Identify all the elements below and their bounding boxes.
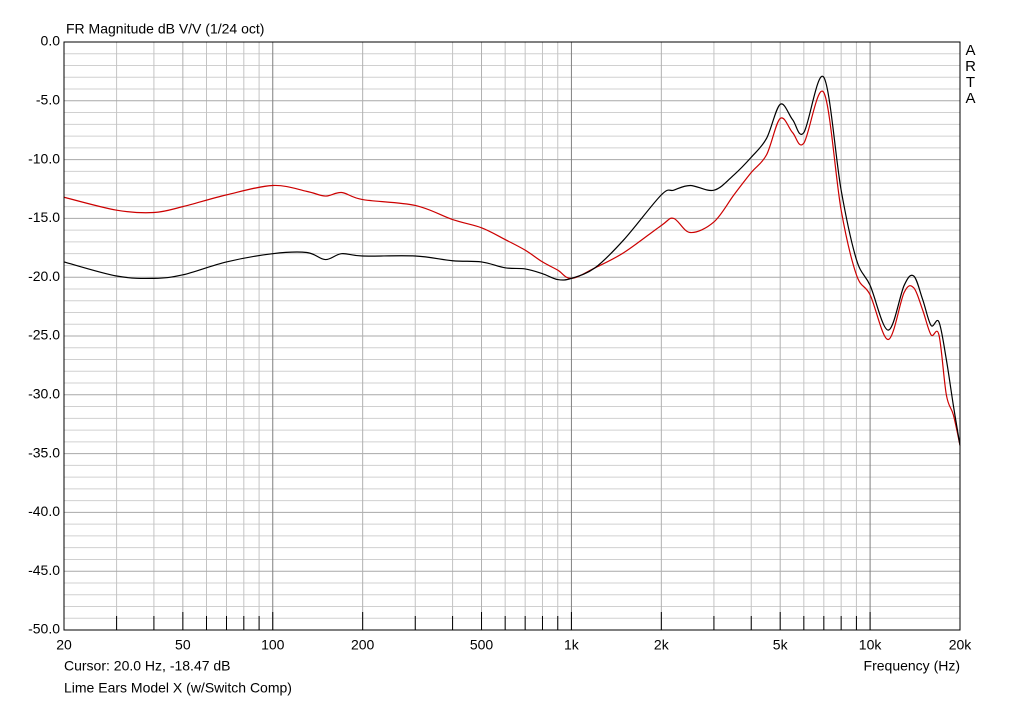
y-tick-label: -50.0 [28,621,60,637]
x-axis-label: Frequency (Hz) [864,658,960,674]
x-tick-label: 20k [949,637,973,653]
watermark: ARTA [962,42,979,106]
plot-frame [63,41,961,631]
fr-curve [63,90,961,446]
y-tick-label: -25.0 [28,327,60,343]
y-tick-label: 0.0 [41,33,61,49]
y-tick-label: -10.0 [28,150,60,166]
x-tick-label: 10k [859,637,883,653]
fr-curve [63,75,961,446]
y-tick-label: -40.0 [28,503,60,519]
caption: Lime Ears Model X (w/Switch Comp) [64,680,292,696]
y-tick-label: -15.0 [28,209,60,225]
x-tick-label: 5k [773,637,789,653]
x-tick-label: 500 [470,637,494,653]
cursor-readout: Cursor: 20.0 Hz, -18.47 dB [64,658,231,674]
x-tick-label: 100 [261,637,285,653]
y-tick-label: -30.0 [28,386,60,402]
y-tick-label: -45.0 [28,562,60,578]
x-tick-label: 2k [654,637,670,653]
chart-title: FR Magnitude dB V/V (1/24 oct) [66,21,264,37]
y-tick-label: -20.0 [28,268,60,284]
x-tick-label: 200 [351,637,375,653]
grid [63,41,961,631]
plot-lines [63,75,961,446]
x-tick-label: 20 [56,637,72,653]
x-tick-label: 50 [175,637,191,653]
y-tick-label: -35.0 [28,444,60,460]
y-tick-label: -5.0 [36,92,60,108]
x-tick-label: 1k [564,637,580,653]
